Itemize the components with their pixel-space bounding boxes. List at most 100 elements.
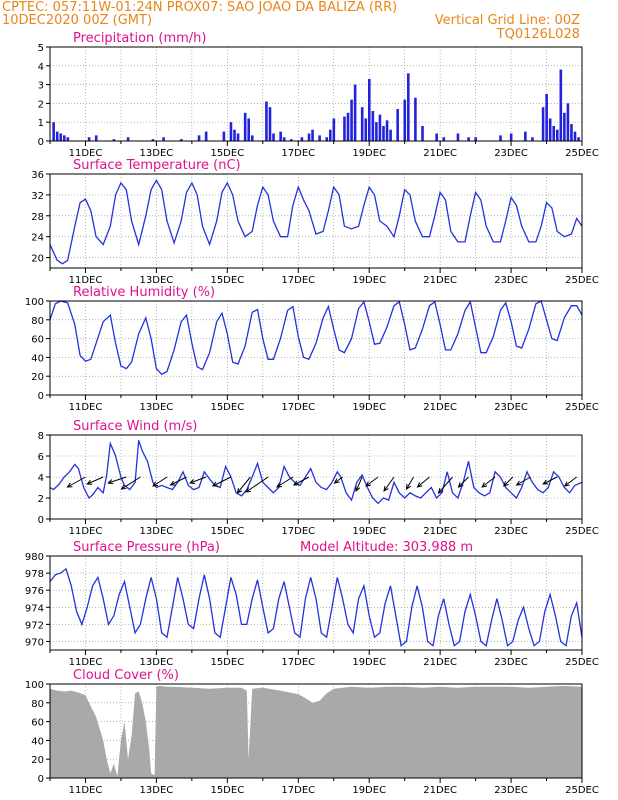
y-tick-label: 5 bbox=[38, 43, 44, 54]
pressure-panel: Surface Pressure (hPa) Model Altitude: 30… bbox=[25, 540, 599, 668]
y-tick-label: 978 bbox=[25, 569, 44, 580]
y-tick-label: 4 bbox=[38, 473, 44, 484]
wind-arrow bbox=[211, 476, 232, 487]
precip-bar bbox=[112, 139, 116, 141]
wind-arrow-shaft bbox=[438, 476, 453, 494]
wind-arrow-shaft bbox=[458, 476, 469, 488]
precip-bar bbox=[364, 118, 368, 141]
wind-arrow-head bbox=[152, 481, 159, 487]
x-tick-label: 21DEC bbox=[423, 402, 457, 413]
pressure-vertical-grid bbox=[85, 556, 547, 650]
wind-arrow-shaft bbox=[170, 476, 187, 486]
wind-arrow-head bbox=[503, 481, 509, 487]
wind-arrow-head bbox=[169, 480, 176, 486]
precip-bar bbox=[265, 101, 268, 141]
x-tick-label: 17DEC bbox=[281, 148, 315, 159]
x-tick-label: 15DEC bbox=[210, 148, 244, 159]
precip-bar bbox=[541, 107, 545, 141]
precip-bar bbox=[236, 133, 240, 141]
precip-bar bbox=[421, 125, 424, 141]
x-tick-label: 19DEC bbox=[352, 148, 386, 159]
y-tick-label: 100 bbox=[25, 297, 44, 308]
x-tick-label: 17DEC bbox=[281, 657, 315, 668]
wind-arrow bbox=[86, 476, 104, 485]
x-tick-label: 23DEC bbox=[494, 657, 528, 668]
precip-bar bbox=[311, 129, 314, 141]
wind-arrow-head bbox=[481, 482, 488, 488]
wind-arrow-shaft bbox=[152, 476, 168, 487]
cloud-cover-area bbox=[50, 685, 582, 778]
x-tick-label: 23DEC bbox=[494, 148, 528, 159]
precip-bar bbox=[456, 133, 460, 141]
wind-arrow bbox=[292, 476, 310, 486]
precipitation-x-axis: 11DEC 13DEC 15DEC 17DEC 19DEC 21DEC 23DEC 25DEC bbox=[49, 141, 599, 159]
precip-bar bbox=[180, 139, 183, 141]
cloud-cover-panel: Cloud Cover (%) 0 20 40 60 80 100 11DEC 13DEC 15D… bbox=[25, 668, 599, 796]
cloud-cover-x-axis: 11DEC 13DEC 15DEC 17DEC 19DEC 21DEC 23DEC 25DEC bbox=[49, 778, 599, 796]
precip-bar bbox=[396, 109, 399, 141]
x-tick-label: 13DEC bbox=[140, 526, 174, 537]
wind-arrows bbox=[66, 476, 577, 494]
precip-bar bbox=[407, 73, 410, 141]
x-tick-label: 13DEC bbox=[140, 785, 174, 796]
x-tick-label: 23DEC bbox=[494, 402, 528, 413]
x-tick-label: 15DEC bbox=[210, 657, 244, 668]
precip-bar bbox=[403, 99, 407, 141]
precip-bar bbox=[371, 110, 375, 141]
y-tick-label: 24 bbox=[31, 233, 44, 244]
precip-bar bbox=[325, 137, 329, 141]
precip-bar bbox=[353, 84, 357, 141]
wind-arrow-head bbox=[66, 482, 73, 488]
humidity-line bbox=[49, 300, 583, 376]
y-tick-label: 980 bbox=[25, 552, 44, 563]
wind-arrow-shaft bbox=[542, 476, 558, 485]
precipitation-panel: Precipitation (mm/h) 0 1 2 3 4 5 11DEC 13DEC 15DE… bbox=[38, 31, 599, 159]
wind-arrow bbox=[245, 476, 269, 493]
wind-arrow-head bbox=[120, 484, 127, 490]
x-tick-label: 25DEC bbox=[565, 402, 599, 413]
precipitation-title: Precipitation (mm/h) bbox=[73, 31, 206, 46]
wind-arrow bbox=[383, 476, 395, 492]
x-tick-label: 25DEC bbox=[565, 657, 599, 668]
wind-arrow-shaft bbox=[516, 476, 531, 486]
x-tick-label: 21DEC bbox=[423, 275, 457, 286]
x-tick-label: 19DEC bbox=[352, 275, 386, 286]
precip-bar bbox=[559, 69, 563, 141]
x-tick-label: 13DEC bbox=[140, 148, 174, 159]
precip-bar bbox=[382, 125, 385, 141]
wind-arrow-head bbox=[107, 479, 114, 485]
y-tick-label: 0 bbox=[38, 391, 44, 402]
precipitation-vertical-grid bbox=[85, 47, 547, 141]
precip-bar bbox=[414, 97, 417, 141]
cloud-cover-frame bbox=[49, 683, 583, 779]
y-tick-label: 40 bbox=[31, 353, 44, 364]
wind-arrow-head bbox=[457, 482, 464, 488]
y-tick-label: 1 bbox=[38, 118, 44, 129]
precip-bar bbox=[524, 131, 527, 141]
wind-arrow bbox=[515, 476, 531, 486]
precip-bar bbox=[548, 118, 552, 141]
x-tick-label: 15DEC bbox=[210, 526, 244, 537]
x-tick-label: 15DEC bbox=[210, 785, 244, 796]
wind-arrow bbox=[120, 476, 141, 490]
wind-arrow bbox=[416, 476, 430, 488]
precip-bar bbox=[59, 133, 63, 141]
precip-bar bbox=[66, 137, 70, 141]
precip-bar bbox=[243, 112, 247, 141]
precip-bar bbox=[435, 133, 438, 141]
x-tick-label: 23DEC bbox=[494, 275, 528, 286]
y-tick-label: 976 bbox=[25, 586, 44, 597]
pressure-subtitle: Model Altitude: 303.988 m bbox=[300, 540, 473, 555]
wind-arrow bbox=[107, 476, 127, 485]
y-tick-label: 0 bbox=[38, 137, 44, 148]
x-tick-label: 25DEC bbox=[565, 526, 599, 537]
wind-arrow bbox=[563, 476, 577, 487]
precip-bar bbox=[268, 107, 272, 141]
precip-bar bbox=[570, 124, 573, 141]
precip-bar bbox=[229, 122, 233, 141]
wind-arrow bbox=[457, 476, 469, 488]
y-tick-label: 80 bbox=[31, 699, 44, 710]
x-tick-label: 17DEC bbox=[281, 526, 315, 537]
x-tick-label: 25DEC bbox=[565, 275, 599, 286]
y-tick-label: 0 bbox=[38, 515, 44, 526]
